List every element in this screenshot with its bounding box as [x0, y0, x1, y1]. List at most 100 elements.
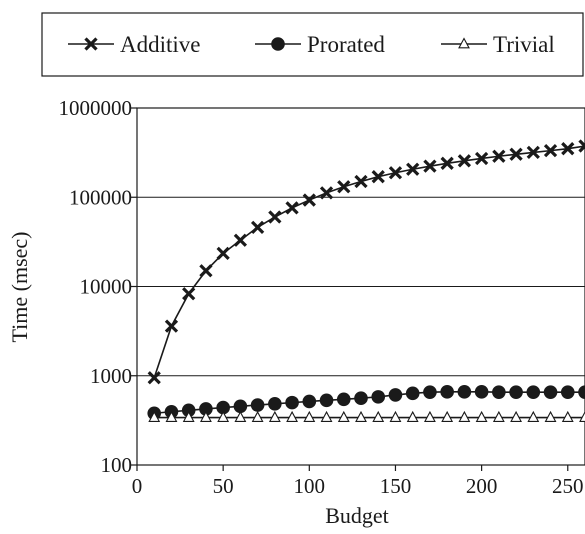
data-point-trivial — [424, 410, 436, 422]
x-tick-label: 100 — [294, 474, 326, 498]
legend: Additive Prorated Trivial — [41, 12, 584, 77]
x-tick-label: 50 — [213, 474, 234, 498]
data-point-trivial — [475, 410, 488, 422]
data-point-trivial — [527, 410, 540, 422]
y-tick-label: 10000 — [80, 275, 133, 299]
legend-item-prorated: Prorated — [255, 32, 385, 57]
data-point-additive — [354, 174, 368, 189]
data-point-additive — [406, 162, 420, 176]
data-point-prorated — [474, 385, 489, 399]
data-point-prorated — [440, 385, 454, 399]
data-point-trivial — [458, 410, 471, 422]
data-point-prorated — [319, 393, 334, 408]
legend-marker — [458, 37, 470, 49]
data-point-trivial — [561, 410, 574, 422]
series-trivial — [148, 410, 585, 422]
y-tick-label: 100 — [101, 453, 133, 477]
data-point-prorated — [526, 385, 541, 399]
data-point-trivial — [441, 410, 454, 422]
y-axis-label: Time (msec) — [7, 231, 32, 342]
x-tick-label: 0 — [132, 474, 143, 498]
data-point-prorated — [457, 385, 472, 399]
data-point-prorated — [543, 385, 558, 399]
data-point-additive — [457, 154, 472, 168]
data-point-trivial — [406, 410, 419, 422]
data-point-trivial — [182, 410, 195, 422]
data-point-trivial — [320, 410, 333, 422]
legend-item-additive: Additive — [68, 32, 201, 57]
data-point-prorated — [285, 395, 299, 410]
data-point-additive — [543, 143, 558, 158]
data-point-trivial — [544, 410, 557, 422]
data-point-additive — [319, 186, 334, 200]
data-point-additive — [337, 180, 351, 194]
legend-box — [41, 12, 584, 77]
data-point-additive — [492, 149, 506, 163]
data-point-trivial — [579, 410, 585, 422]
data-point-prorated — [336, 392, 351, 407]
y-tick-label: 1000000 — [59, 96, 133, 120]
series-additive — [147, 139, 585, 385]
data-point-prorated — [423, 385, 437, 399]
data-point-additive — [474, 151, 489, 166]
x-tick-label: 150 — [380, 474, 412, 498]
data-point-additive — [423, 159, 437, 173]
data-point-prorated — [388, 388, 403, 402]
data-point-trivial — [337, 410, 350, 422]
data-point-prorated — [354, 391, 368, 406]
data-point-additive — [561, 142, 575, 156]
data-point-trivial — [510, 410, 522, 422]
data-point-additive — [440, 156, 454, 170]
x-tick-label: 200 — [466, 474, 498, 498]
y-tick-label: 1000 — [90, 364, 132, 388]
data-point-prorated — [250, 398, 265, 412]
data-point-additive — [388, 166, 403, 180]
data-point-additive — [233, 233, 248, 247]
gridlines — [137, 107, 585, 377]
data-point-trivial — [492, 410, 505, 422]
data-point-prorated — [233, 399, 248, 414]
data-point-prorated — [560, 385, 575, 399]
data-point-prorated — [216, 400, 230, 415]
x-axis-label: Budget — [325, 503, 389, 528]
legend-label: Trivial — [493, 32, 555, 57]
data-point-additive — [526, 145, 540, 160]
legend-marker — [271, 37, 285, 51]
data-point-trivial — [217, 410, 230, 422]
data-point-additive — [509, 147, 523, 161]
data-point-trivial — [148, 410, 161, 422]
data-point-additive — [268, 210, 282, 224]
series-layer — [147, 139, 585, 422]
data-point-trivial — [389, 410, 402, 422]
legend-label: Additive — [120, 32, 201, 57]
data-point-trivial — [372, 410, 385, 422]
data-point-trivial — [200, 410, 212, 422]
data-point-additive — [199, 264, 213, 278]
data-point-additive — [216, 246, 230, 261]
data-point-additive — [164, 319, 179, 333]
data-point-additive — [285, 201, 299, 215]
series-prorated — [147, 385, 585, 421]
data-point-additive — [302, 193, 316, 207]
data-point-additive — [147, 371, 161, 385]
data-point-trivial — [355, 410, 367, 422]
data-point-prorated — [199, 402, 213, 416]
data-point-prorated — [302, 394, 317, 409]
legend-marker — [84, 37, 98, 51]
data-point-trivial — [303, 410, 316, 422]
y-tick-label: 100000 — [69, 185, 132, 209]
data-point-additive — [250, 220, 265, 234]
data-point-prorated — [268, 396, 282, 411]
data-point-trivial — [268, 410, 281, 422]
data-point-trivial — [165, 410, 178, 422]
y-axis: 100 1000 10000 100000 1000000 — [59, 96, 137, 477]
data-point-trivial — [286, 410, 298, 422]
x-axis: 0 50 100 150 200 250 — [132, 465, 584, 498]
data-point-prorated — [405, 386, 420, 401]
legend-label: Prorated — [307, 32, 385, 57]
data-point-prorated — [371, 390, 386, 404]
data-point-additive — [578, 139, 585, 153]
data-point-additive — [371, 170, 385, 184]
legend-item-trivial: Trivial — [441, 32, 555, 57]
